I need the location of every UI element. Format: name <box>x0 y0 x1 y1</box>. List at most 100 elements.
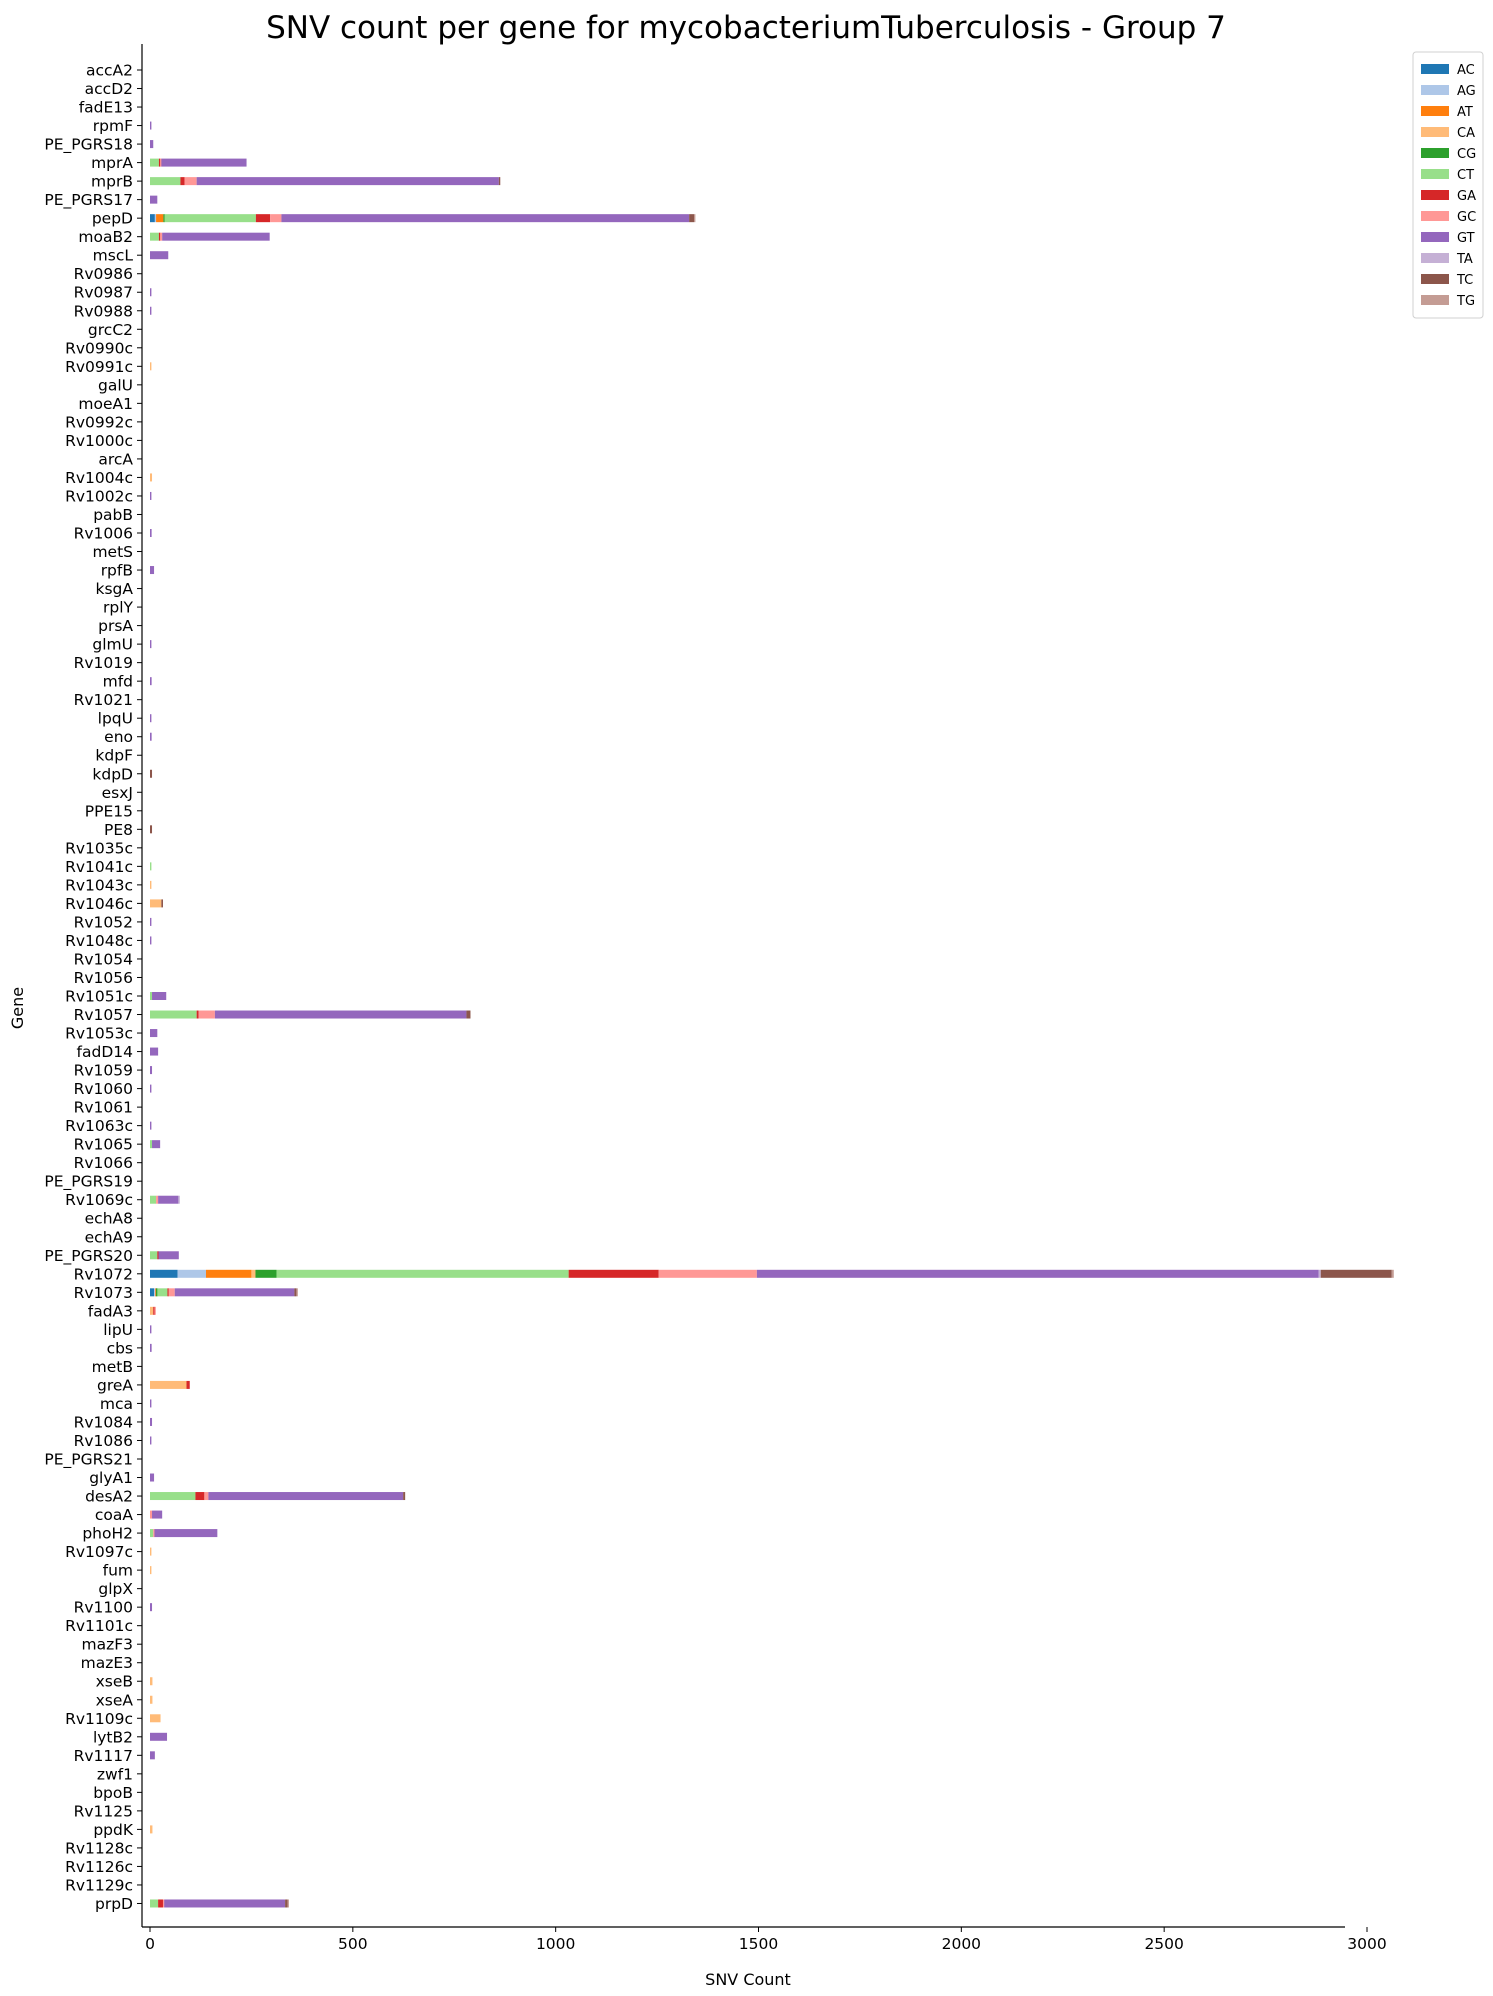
bar-segment-Rv1002c-GT <box>150 491 152 500</box>
legend-swatch-AC <box>1421 64 1449 74</box>
bar-segment-coaA-GT <box>152 1510 163 1519</box>
bar-segment-Rv1084-GT <box>150 1417 153 1426</box>
y-tick-label: Rv0986 <box>74 265 133 283</box>
y-tick-label: Rv0988 <box>74 302 133 320</box>
x-tick-label: 3000 <box>1347 1935 1386 1953</box>
legend-swatch-CT <box>1421 169 1449 179</box>
bar-segment-fadA3-GA <box>153 1306 155 1315</box>
bar-segment-PE_PGRS20-GT <box>158 1251 179 1260</box>
y-tick-label: Rv1019 <box>74 654 133 672</box>
bar-segment-mprB-GT <box>196 177 499 186</box>
y-tick-label: kdpF <box>95 747 133 765</box>
bar-segment-prpD-GC <box>162 1899 165 1908</box>
y-tick-label: cbs <box>107 1339 133 1357</box>
y-tick-label: grcC2 <box>88 321 133 339</box>
bar-segment-xseB-CA <box>150 1677 153 1686</box>
y-tick-label: Rv1065 <box>74 1136 133 1154</box>
y-tick-label: Rv1053c <box>65 1025 133 1043</box>
y-tick-label: metS <box>92 543 133 561</box>
bar-segment-mfd-GT <box>150 677 152 686</box>
y-tick-label: prpD <box>95 1895 133 1913</box>
bar-segment-Rv1043c-CA <box>150 880 152 889</box>
y-tick-label: Rv1048c <box>65 932 133 950</box>
y-tick-label: Rv1004c <box>65 469 133 487</box>
y-tick-label: mazF3 <box>81 1636 133 1654</box>
bar-segment-desA2-GC <box>204 1492 209 1501</box>
bar-segment-Rv1073-TC <box>294 1288 297 1297</box>
bar-segment-Rv1073-CT <box>157 1288 168 1297</box>
bar-segment-eno-GT <box>150 732 152 741</box>
y-axis-label: Gene <box>8 987 27 1029</box>
y-tick-label: Rv0991c <box>65 358 133 376</box>
y-axis-ticks: accA2accD2fadE13rpmFPE_PGRS18mprAmprBPE_… <box>44 62 142 1913</box>
y-tick-label: Rv1086 <box>74 1432 133 1450</box>
y-tick-label: glmU <box>92 636 133 654</box>
y-tick-label: Rv1097c <box>65 1543 133 1561</box>
bar-segment-Rv1057-CT <box>150 1010 197 1019</box>
legend-label-AG: AG <box>1457 84 1476 99</box>
bar-segment-moaB2-GA <box>158 232 161 241</box>
y-tick-label: Rv1059 <box>74 1062 133 1080</box>
y-tick-label: Rv1117 <box>74 1747 133 1765</box>
y-tick-label: mfd <box>103 673 133 691</box>
bar-segment-PE_PGRS17-GT <box>150 195 158 204</box>
x-axis-ticks: 0 500 1000 1500 2000 2500 3000 <box>145 1927 1387 1953</box>
bar-segment-PE_PGRS18-GT <box>150 140 154 149</box>
bar-segment-phoH2-CT <box>150 1529 154 1538</box>
legend-label-CA: CA <box>1457 126 1475 141</box>
y-tick-label: Rv1061 <box>74 1099 133 1117</box>
bar-segment-fadA3-CA <box>150 1306 154 1315</box>
y-tick-label: glpX <box>98 1580 133 1598</box>
bar-segment-PE_PGRS20-GA <box>157 1251 159 1260</box>
bar-segment-PE_PGRS20-CT <box>150 1251 158 1260</box>
legend-swatch-TC <box>1421 274 1449 284</box>
bar-segment-mprB-CT <box>150 177 181 186</box>
bar-segment-Rv1072-AT <box>205 1269 252 1278</box>
y-tick-label: rpfB <box>101 562 133 580</box>
bar-segment-prpD-CT <box>150 1899 159 1908</box>
bar-segment-mprA-CT <box>150 158 159 167</box>
bar-segment-Rv1073-GA <box>167 1288 169 1297</box>
legend-label-GC: GC <box>1457 210 1476 225</box>
bar-segment-Rv1072-GC <box>658 1269 757 1278</box>
legend-swatch-CG <box>1421 148 1449 158</box>
bar-segment-Rv1069c-GT <box>158 1195 179 1204</box>
y-tick-label: mprB <box>91 173 133 191</box>
bar-segment-Rv1073-AG <box>154 1288 156 1297</box>
y-tick-label: accA2 <box>86 62 133 80</box>
bar-segment-pepD-CG <box>163 214 165 223</box>
chart-title: SNV count per gene for mycobacteriumTube… <box>266 10 1226 46</box>
y-tick-label: pabB <box>93 506 133 524</box>
bar-segment-pepD-GC <box>270 214 282 223</box>
y-tick-label: coaA <box>95 1506 134 1524</box>
y-tick-label: Rv1073 <box>74 1284 133 1302</box>
y-tick-label: esxJ <box>102 784 133 802</box>
bar-segment-Rv1072-AC <box>150 1269 178 1278</box>
bar-segment-Rv1117-GT <box>150 1751 155 1760</box>
y-tick-label: echA8 <box>85 1210 133 1228</box>
bar-segment-pepD-AT <box>156 214 164 223</box>
bar-segment-pepD-GT <box>281 214 690 223</box>
bar-segment-mprB-TC <box>498 177 501 186</box>
bar-segment-Rv1048c-GT <box>150 936 152 945</box>
bar-segment-rpmF-GT <box>150 121 152 130</box>
bar-segment-desA2-CT <box>150 1492 196 1501</box>
legend-box <box>1412 51 1484 319</box>
bar-segment-Rv1059-GT <box>150 1066 153 1075</box>
y-tick-label: desA2 <box>85 1488 133 1506</box>
bar-segment-Rv0988-GT <box>150 306 152 315</box>
bar-segment-Rv1072-GT <box>756 1269 1319 1278</box>
y-tick-label: PE8 <box>104 821 133 839</box>
bar-segment-Rv1006-GT <box>150 529 152 537</box>
bar-segment-cbs-GT <box>150 1343 152 1352</box>
y-tick-label: Rv1054 <box>74 950 133 968</box>
bar-segment-lipU-GT <box>150 1325 152 1334</box>
legend-swatch-CA <box>1421 127 1449 137</box>
bar-segment-mprB-GC <box>184 177 197 186</box>
bar-segment-kdpD-TC <box>150 769 153 778</box>
bar-segment-moaB2-CT <box>150 232 159 241</box>
y-tick-label: moaB2 <box>78 228 133 246</box>
y-tick-label: galU <box>98 376 133 394</box>
bar-segment-moaB2-GT <box>162 232 270 241</box>
